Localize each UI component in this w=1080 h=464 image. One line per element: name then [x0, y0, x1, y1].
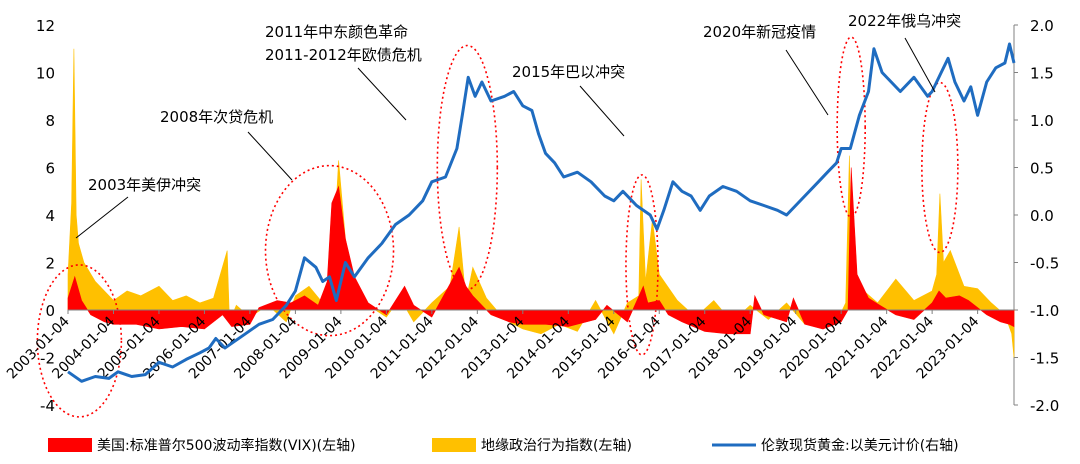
left-tick-label: -4: [40, 397, 55, 415]
left-tick-label: 12: [36, 17, 55, 35]
annotation-label: 2011年中东颜色革命: [265, 23, 408, 41]
left-tick-label: 0: [45, 302, 55, 320]
annotation-label: 2015年巴以冲突: [512, 63, 625, 81]
left-tick-label: 10: [36, 65, 55, 83]
left-tick-label: 6: [45, 160, 55, 178]
annotation-leader-line: [904, 37, 936, 93]
annotation-leader-line: [579, 85, 625, 137]
right-tick-label: 2.0: [1030, 17, 1054, 35]
legend-label-geopolitics: 地缘政治行为指数(左轴): [481, 438, 632, 454]
legend-swatch-vix: [48, 438, 92, 452]
legend-label-gold: 伦敦现货黄金:以美元计价(右轴): [761, 437, 959, 454]
right-tick-label: -1.0: [1030, 302, 1059, 320]
ellipse-2020: [836, 36, 866, 218]
legend-swatch-geopolitics: [432, 438, 476, 452]
ellipse-2022: [921, 81, 959, 254]
annotation-leader-line: [357, 67, 407, 121]
annotation-leader-line: [75, 196, 129, 239]
right-tick-label: -0.5: [1030, 255, 1059, 273]
left-tick-label: -2: [40, 350, 55, 368]
ellipse-2008: [264, 164, 395, 337]
left-tick-label: 8: [45, 112, 55, 130]
annotation-label: 2008年次贷危机: [160, 108, 273, 126]
right-tick-label: -2.0: [1030, 397, 1059, 415]
right-tick-label: 0.5: [1030, 160, 1054, 178]
legend-label-vix: 美国:标准普尔500波动率指数(VIX)(左轴): [97, 437, 356, 454]
annotation-label: 2011-2012年欧债危机: [265, 46, 422, 64]
ellipse-2015: [625, 174, 659, 356]
geopolitics-area-series: [67, 48, 1015, 358]
left-tick-label: 4: [45, 207, 55, 225]
annotations: 2003年美伊冲突 2008年次贷危机 2011年中东颜色革命 2011-2012年欧…: [75, 12, 961, 239]
left-axis: -4 -2 0 2 4 6 8 10 12: [36, 17, 55, 415]
right-axis: -2.0 -1.5 -1.0 -0.5 0.0 0.5 1.0 1.5 2.0: [1013, 17, 1059, 415]
annotation-label: 2003年美伊冲突: [88, 176, 201, 194]
gold-price-line: [67, 42, 1016, 383]
right-tick-label: 1.5: [1030, 65, 1054, 83]
annotation-leader-line: [247, 131, 293, 181]
right-tick-label: 0.0: [1030, 207, 1054, 225]
right-tick-label: -1.5: [1030, 350, 1059, 368]
ellipse-2003: [36, 264, 123, 418]
vix-area-series: [67, 167, 1015, 335]
ellipse-2011: [436, 44, 499, 291]
annotation-label: 2020年新冠疫情: [703, 23, 816, 41]
line-series-group: [67, 42, 1016, 383]
left-tick-label: 2: [45, 255, 55, 273]
legend: 美国:标准普尔500波动率指数(VIX)(左轴) 地缘政治行为指数(左轴) 伦敦…: [48, 437, 959, 454]
annotation-label: 2022年俄乌冲突: [848, 12, 961, 30]
right-tick-label: 1.0: [1030, 112, 1054, 130]
annotation-leader-line: [785, 49, 829, 116]
area-series-group: [67, 48, 1015, 358]
highlight-ellipses: [36, 36, 959, 418]
